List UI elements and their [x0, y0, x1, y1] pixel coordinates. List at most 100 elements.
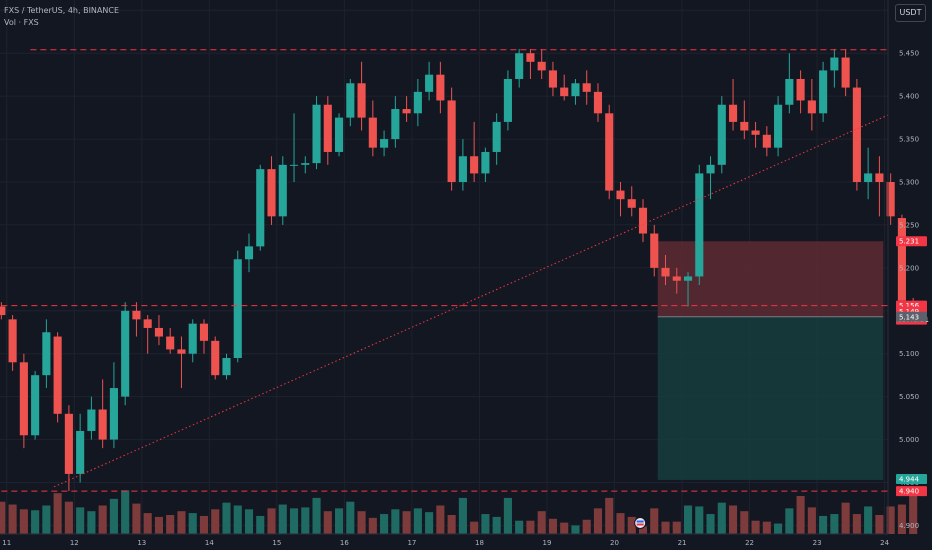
candle[interactable]	[312, 104, 321, 164]
candle[interactable]	[402, 109, 411, 114]
candle[interactable]	[503, 78, 512, 122]
candle[interactable]	[605, 113, 614, 191]
candle[interactable]	[515, 53, 524, 79]
candle[interactable]	[8, 319, 17, 363]
volume-bar	[638, 526, 648, 534]
candle[interactable]	[121, 310, 130, 397]
candle[interactable]	[425, 74, 434, 92]
candle[interactable]	[627, 199, 636, 208]
candle[interactable]	[796, 78, 805, 101]
candle[interactable]	[64, 413, 73, 474]
candle[interactable]	[774, 104, 783, 148]
candle[interactable]	[650, 233, 659, 268]
candle[interactable]	[875, 173, 884, 183]
candle[interactable]	[582, 83, 591, 92]
candle[interactable]	[740, 121, 749, 131]
candle[interactable]	[0, 306, 6, 316]
candle[interactable]	[98, 409, 107, 440]
candle[interactable]	[638, 207, 648, 234]
candle[interactable]	[571, 83, 580, 97]
candle[interactable]	[199, 323, 209, 341]
candle[interactable]	[560, 87, 569, 97]
candle[interactable]	[31, 375, 40, 436]
candle[interactable]	[593, 91, 603, 114]
currency-button[interactable]: USDT	[895, 4, 926, 22]
candle[interactable]	[76, 430, 85, 474]
candle[interactable]	[729, 104, 738, 122]
candle[interactable]	[897, 218, 906, 301]
candle[interactable]	[222, 358, 231, 376]
candle[interactable]	[548, 70, 557, 88]
candle[interactable]	[683, 276, 693, 281]
candle[interactable]	[301, 163, 310, 165]
candle[interactable]	[436, 74, 445, 101]
candle[interactable]	[537, 61, 546, 71]
volume-indicator-label[interactable]: Vol · FXS	[4, 18, 39, 27]
candle[interactable]	[357, 83, 366, 118]
candle[interactable]	[143, 319, 152, 328]
volume-bar	[830, 514, 839, 534]
candle[interactable]	[864, 173, 873, 183]
candle[interactable]	[391, 109, 400, 140]
candle[interactable]	[19, 362, 28, 436]
candle[interactable]	[154, 327, 164, 337]
candle[interactable]	[335, 117, 344, 152]
candle[interactable]	[53, 336, 62, 414]
candle[interactable]	[346, 83, 355, 118]
candle[interactable]	[368, 117, 377, 148]
candle[interactable]	[492, 121, 501, 152]
symbol-title[interactable]: FXS / TetherUS, 4h, BINANCE	[4, 6, 120, 15]
candle[interactable]	[661, 267, 670, 277]
candle[interactable]	[413, 91, 422, 114]
candle[interactable]	[323, 104, 332, 152]
candle[interactable]	[717, 104, 726, 165]
price-axis[interactable]: 4.9004.9505.0005.0505.1005.1505.2005.250…	[887, 0, 919, 534]
event-marker[interactable]	[634, 517, 647, 529]
candle[interactable]	[244, 246, 254, 260]
candle[interactable]	[132, 310, 141, 320]
price-tick-label: 4.900	[899, 522, 919, 530]
candle[interactable]	[87, 409, 96, 431]
candle[interactable]	[762, 134, 771, 148]
candle[interactable]	[256, 169, 265, 247]
candle[interactable]	[672, 276, 681, 281]
candle[interactable]	[481, 151, 490, 174]
take-profit-zone[interactable]	[657, 316, 884, 480]
candle[interactable]	[458, 156, 467, 183]
volume-bar	[199, 515, 209, 534]
candle[interactable]	[233, 259, 242, 359]
candle[interactable]	[166, 336, 175, 350]
candle[interactable]	[380, 139, 389, 148]
trend-line[interactable]	[53, 114, 889, 488]
candle[interactable]	[785, 78, 794, 105]
volume-bar	[289, 508, 299, 534]
candle[interactable]	[109, 388, 118, 440]
candle[interactable]	[447, 100, 456, 183]
candle[interactable]	[695, 173, 704, 277]
flag-icon[interactable]	[634, 517, 647, 529]
candle[interactable]	[751, 130, 760, 135]
candle[interactable]	[819, 70, 828, 114]
candle[interactable]	[188, 323, 197, 354]
volume-bar	[244, 509, 254, 534]
candle[interactable]	[706, 164, 715, 174]
drawn-lines[interactable]	[1, 49, 889, 492]
candle[interactable]	[177, 349, 186, 354]
candle[interactable]	[526, 53, 535, 62]
candle[interactable]	[830, 57, 839, 71]
candle[interactable]	[42, 332, 51, 376]
candle[interactable]	[886, 182, 895, 217]
candle[interactable]	[841, 57, 850, 88]
candle[interactable]	[267, 169, 276, 217]
candle[interactable]	[289, 164, 299, 166]
candle[interactable]	[211, 340, 220, 376]
candle[interactable]	[616, 190, 625, 200]
candle[interactable]	[852, 87, 861, 183]
candle[interactable]	[470, 156, 479, 174]
flag-stripe	[636, 520, 644, 523]
candle[interactable]	[807, 100, 816, 114]
candle[interactable]	[278, 164, 287, 217]
time-axis[interactable]: 11 12 13 14 15 16 17 18 19 20 21 22 23 24	[0, 533, 890, 547]
